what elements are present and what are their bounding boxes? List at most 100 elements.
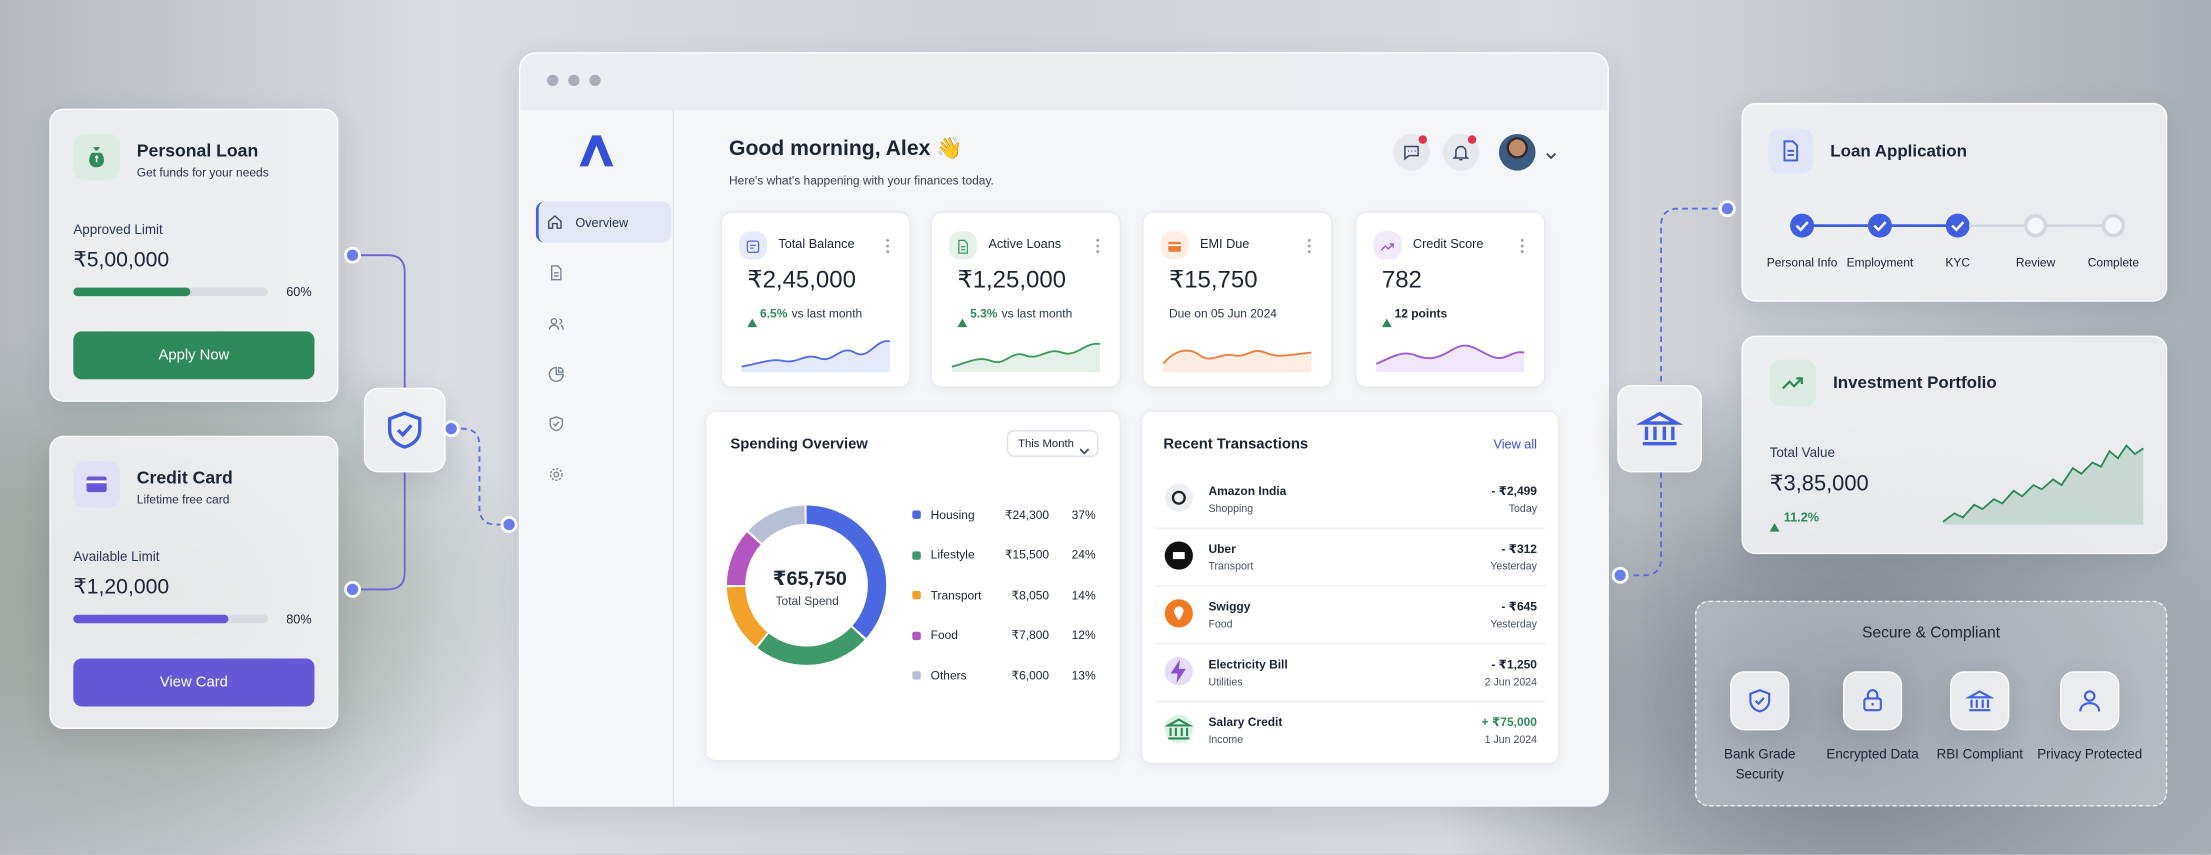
avatar[interactable] — [1498, 133, 1536, 171]
security-tile — [1950, 671, 2010, 731]
progress-label: 60% — [286, 284, 312, 299]
progress-fill — [73, 614, 229, 624]
legend-amount: ₹8,050 — [1011, 587, 1050, 602]
stat-card — [1142, 211, 1333, 388]
step-pending — [2023, 213, 2048, 238]
icon — [1746, 687, 1774, 715]
row-divider — [1154, 700, 1546, 703]
legend-name: Others — [930, 668, 967, 683]
legend-share: 24% — [1071, 547, 1096, 562]
row-divider — [1154, 642, 1546, 645]
card-button[interactable]: Apply Now — [73, 331, 315, 380]
icon-part — [1636, 411, 1684, 446]
investment-chart — [1942, 444, 2144, 525]
icon-part — [1769, 523, 1780, 532]
icon-part — [86, 480, 107, 484]
donut-center-value: ₹65,750 — [772, 566, 847, 590]
transaction-name: Swiggy — [1208, 599, 1251, 614]
icon — [1166, 237, 1183, 254]
investment-title: Investment Portfolio — [1833, 372, 1997, 393]
kebab[interactable] — [886, 235, 890, 254]
icon-part — [1172, 552, 1185, 560]
icon-part — [1380, 243, 1394, 251]
connector-dots — [344, 200, 1736, 598]
dropdown-chevron — [1079, 439, 1090, 455]
up-arrow — [957, 309, 968, 328]
legend-swatch — [912, 510, 921, 519]
sparkline-area — [951, 343, 1100, 373]
step-done — [1867, 213, 1892, 238]
icon-part — [1168, 241, 1181, 252]
notification-dot — [1418, 135, 1428, 144]
icon-part — [1096, 239, 1100, 242]
icon-part — [1174, 606, 1184, 621]
transactions-title: Recent Transactions — [1163, 435, 1309, 453]
kebab[interactable] — [1096, 235, 1100, 254]
stat-note: vs last month — [791, 305, 863, 321]
window-dot — [568, 74, 580, 87]
progress-label: 80% — [286, 611, 312, 627]
icon-part — [1783, 140, 1799, 162]
subheading: Here's what's happening with your financ… — [729, 173, 994, 188]
icon-part — [886, 239, 890, 242]
icon-part — [1307, 250, 1311, 254]
security-title: Secure & Compliant — [1862, 624, 2001, 642]
legend-share: 14% — [1071, 587, 1096, 602]
icon-part — [553, 471, 560, 478]
legend-name: Food — [930, 627, 958, 643]
icon — [1636, 406, 1684, 451]
icon-part — [1769, 523, 1780, 532]
icon-part — [1452, 145, 1470, 161]
investment-change: 11.2% — [1783, 510, 1820, 525]
dot — [344, 246, 361, 264]
icon-part — [1172, 552, 1185, 560]
stat-value: ₹2,45,000 — [747, 266, 856, 294]
merchant-icon — [1164, 483, 1193, 512]
donut-segment — [726, 505, 887, 665]
sparkline-area — [1376, 345, 1525, 373]
line — [1942, 444, 2144, 523]
icon-part — [1404, 145, 1419, 161]
card-button[interactable]: View Card — [73, 658, 315, 707]
logo-mark — [579, 135, 614, 167]
icon-part — [1171, 490, 1186, 505]
transaction-amount: - ₹1,250 — [1491, 657, 1537, 672]
stat-value: 782 — [1381, 266, 1422, 294]
icon — [1379, 237, 1396, 254]
icon-part — [750, 244, 756, 249]
connector — [352, 254, 406, 591]
icon-part — [89, 147, 104, 168]
stat-label: Credit Score — [1412, 236, 1484, 251]
kebab[interactable] — [1520, 235, 1524, 254]
icon-part — [1307, 244, 1311, 248]
stat-value: ₹15,750 — [1168, 266, 1258, 294]
period-label: This Month — [1018, 437, 1074, 450]
kebab[interactable] — [1307, 235, 1311, 254]
icon-part — [1866, 689, 1879, 706]
view-all-link[interactable]: View all — [1493, 437, 1537, 452]
step-label: KYC — [1945, 255, 1971, 270]
dot — [500, 516, 518, 534]
limit-value: ₹1,20,000 — [73, 575, 170, 600]
nav-item-active[interactable] — [535, 201, 672, 243]
transaction-category: Income — [1208, 733, 1244, 746]
up-arrow — [1769, 513, 1780, 532]
icon-part — [548, 366, 564, 382]
transaction-category: Transport — [1208, 559, 1254, 573]
icon-part — [2079, 702, 2101, 712]
nav-label: Overview — [575, 215, 629, 230]
sparkline-area — [741, 340, 890, 373]
icon — [382, 408, 427, 453]
icon-part — [1863, 689, 1882, 712]
legend-swatch — [912, 631, 921, 640]
step-pending — [2101, 213, 2126, 238]
icon-part — [746, 240, 760, 254]
icon-part — [1782, 377, 1803, 390]
spending-title: Spending Overview — [730, 435, 868, 453]
connector — [451, 427, 510, 526]
icon-part — [1079, 448, 1090, 455]
legend-share: 12% — [1071, 627, 1096, 643]
icon-part — [548, 215, 562, 229]
